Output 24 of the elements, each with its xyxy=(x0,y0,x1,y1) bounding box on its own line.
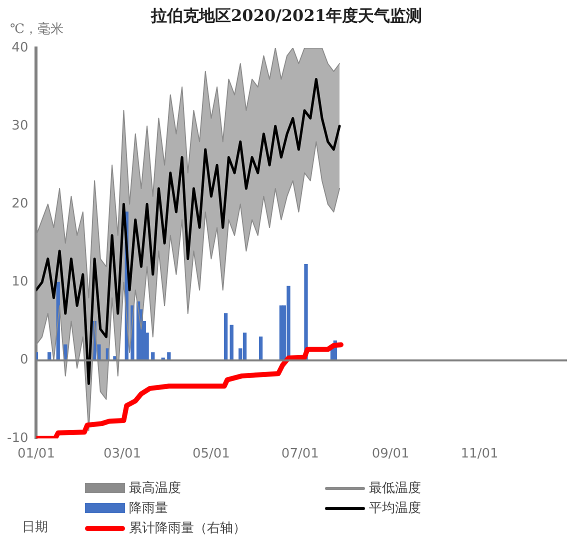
chart-title: 拉伯克地区2020/2021年度天气监测 xyxy=(151,6,422,25)
bar xyxy=(224,313,228,361)
legend-label: 累计降雨量（右轴） xyxy=(129,520,246,537)
y-tick-label: 0 xyxy=(20,352,28,368)
x-tick-label: 03/01 xyxy=(104,446,141,462)
y-tick-label: 40 xyxy=(12,40,28,56)
x-tick-label: 01/01 xyxy=(18,446,55,462)
x-tick-label: 11/01 xyxy=(460,446,498,462)
legend-label: 降雨量 xyxy=(129,500,168,517)
bar xyxy=(230,324,234,361)
y-tick-label: 30 xyxy=(12,118,28,134)
y-axis-title: ℃，毫米 xyxy=(10,21,64,38)
bar xyxy=(242,332,247,361)
y-tick-label: -10 xyxy=(7,430,28,446)
legend-label: 最低温度 xyxy=(369,480,421,497)
legend-label: 平均温度 xyxy=(369,500,421,517)
bar xyxy=(258,336,263,361)
y-tick-label: 10 xyxy=(12,274,28,290)
x-tick-label: 09/01 xyxy=(372,446,410,462)
x-tick-label: 07/01 xyxy=(281,446,319,462)
x-axis-title: 日期 xyxy=(22,519,48,536)
legend-label: 最高温度 xyxy=(129,480,181,497)
x-tick-label: 05/01 xyxy=(192,446,230,462)
y-tick-label: 20 xyxy=(12,196,28,212)
